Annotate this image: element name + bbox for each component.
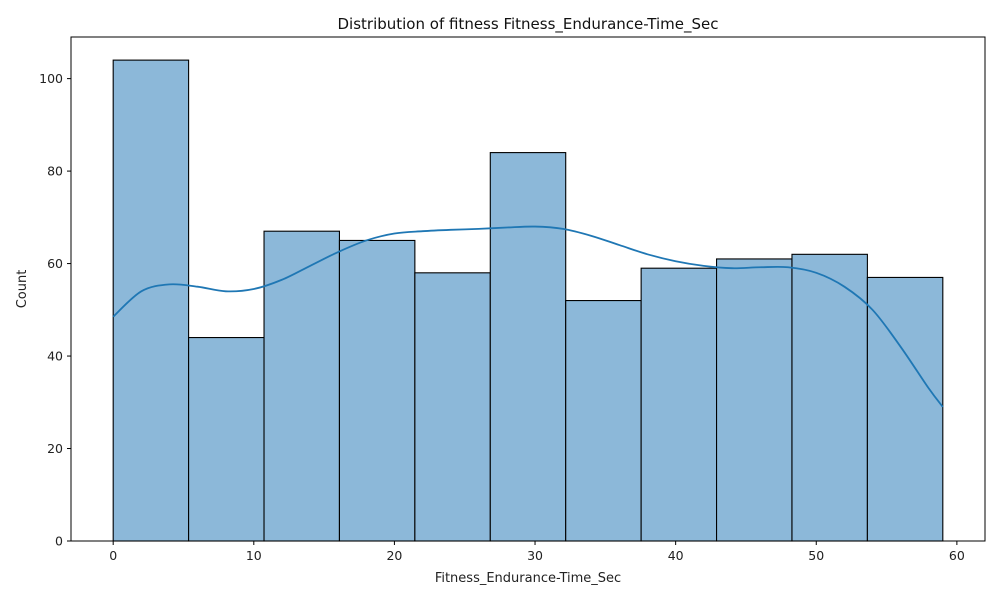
y-tick-label: 80 xyxy=(47,164,63,179)
x-tick-label: 30 xyxy=(527,548,543,563)
histogram-bar xyxy=(112,59,190,542)
histogram-bar xyxy=(188,337,265,542)
axes-layer xyxy=(70,36,986,542)
histogram-bar xyxy=(866,276,944,542)
x-axis-label: Fitness_Endurance-Time_Sec xyxy=(435,571,621,586)
y-tick-label: 100 xyxy=(39,71,63,86)
x-tick-label: 40 xyxy=(668,548,684,563)
histogram-bar xyxy=(640,267,718,542)
x-tick-label: 10 xyxy=(246,548,262,563)
histogram-bar xyxy=(414,272,491,542)
chart-title: Distribution of fitness Fitness_Enduranc… xyxy=(337,15,718,34)
ticks-layer: 0 10 20 30 40 50 60 0 20 40 60 80 100 xyxy=(39,71,965,563)
y-tick-label: 0 xyxy=(55,534,63,549)
y-tick-label: 60 xyxy=(47,256,63,271)
y-tick-label: 20 xyxy=(47,441,63,456)
kde-layer xyxy=(112,225,944,408)
x-tick-label: 60 xyxy=(949,548,965,563)
x-tick-label: 20 xyxy=(386,548,402,563)
bars-layer xyxy=(112,59,944,542)
histogram-bar xyxy=(489,152,567,542)
plot-frame xyxy=(70,36,986,542)
y-tick-label: 40 xyxy=(47,349,63,364)
histogram-bar xyxy=(565,300,642,542)
histogram-bar xyxy=(263,230,340,542)
x-tick-label: 0 xyxy=(109,548,117,563)
histogram-bar xyxy=(338,239,416,542)
histogram-bar xyxy=(791,253,868,542)
kde-line xyxy=(112,225,944,408)
y-axis-label: Count xyxy=(15,270,30,309)
histogram-bar xyxy=(716,258,793,542)
x-tick-label: 50 xyxy=(808,548,824,563)
